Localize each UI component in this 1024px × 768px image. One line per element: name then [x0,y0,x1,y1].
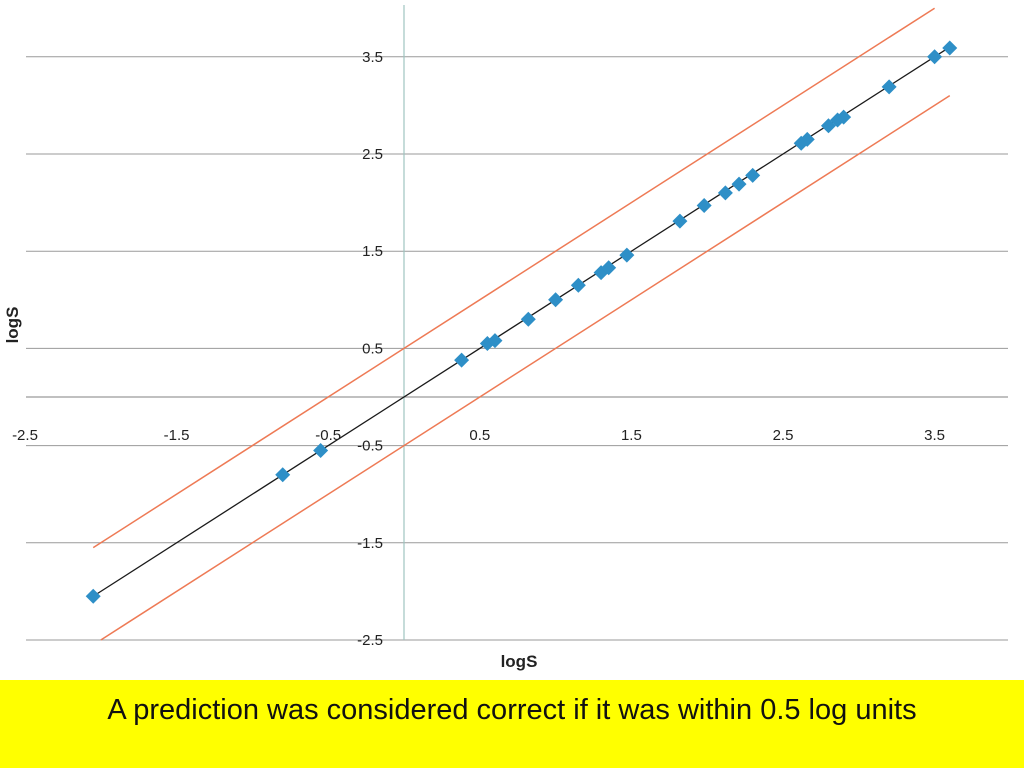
data-point-8 [570,277,586,293]
data-point-6 [520,311,536,327]
scatter-chart: -2.5 -1.5 -0.5 0.5 1.5 2.5 3.5 3.5 2.5 1.5 0.5 -0.5… [3,5,1008,671]
data-point-13 [696,198,712,214]
caption-bar: A prediction was considered correct if i… [0,680,1024,768]
grid-layer [26,56,1008,641]
x-axis-title: logS [501,652,538,671]
axes-layer [26,5,1008,640]
x-tick-label-3: 0.5 [469,427,490,444]
labels-layer: -2.5 -1.5 -0.5 0.5 1.5 2.5 3.5 3.5 2.5 1.5 0.5 -0.5… [12,49,945,649]
data-point-7 [548,292,564,308]
y-tick-label-0: 3.5 [362,49,383,66]
lower-bound-line [100,95,951,641]
x-tick-label-0: -2.5 [12,427,38,444]
data-point-24 [942,40,958,56]
data-point-2 [313,442,329,458]
data-point-0 [85,588,101,604]
x-tick-label-6: 3.5 [924,427,945,444]
x-tick-label-1: -1.5 [164,427,190,444]
data-point-23 [927,49,943,65]
x-tick-label-4: 1.5 [621,427,642,444]
y-tick-label-1: 2.5 [362,146,383,163]
y-tick-label-2: 1.5 [362,243,383,260]
data-point-15 [731,176,747,192]
data-point-18 [799,131,815,147]
y-tick-label-3: 0.5 [362,340,383,357]
points-layer [85,40,958,604]
upper-bound-line [92,7,936,549]
x-tick-label-2: -0.5 [315,427,341,444]
data-point-1 [275,467,291,483]
data-point-14 [717,185,733,201]
caption-text: A prediction was considered correct if i… [107,694,917,726]
y-tick-label-6: -2.5 [357,632,383,649]
data-point-3 [454,352,470,368]
y-tick-label-5: -1.5 [357,535,383,552]
lines-layer [92,7,951,641]
data-point-5 [487,333,503,349]
data-point-16 [745,167,761,183]
data-point-21 [836,109,852,125]
y-axis-title: logS [3,307,22,344]
data-point-22 [881,79,897,95]
data-point-10 [601,260,617,276]
y-tick-label-4: -0.5 [357,438,383,455]
data-point-11 [619,247,635,263]
fit-line [92,46,951,597]
data-point-12 [672,213,688,229]
x-tick-label-5: 2.5 [773,427,794,444]
